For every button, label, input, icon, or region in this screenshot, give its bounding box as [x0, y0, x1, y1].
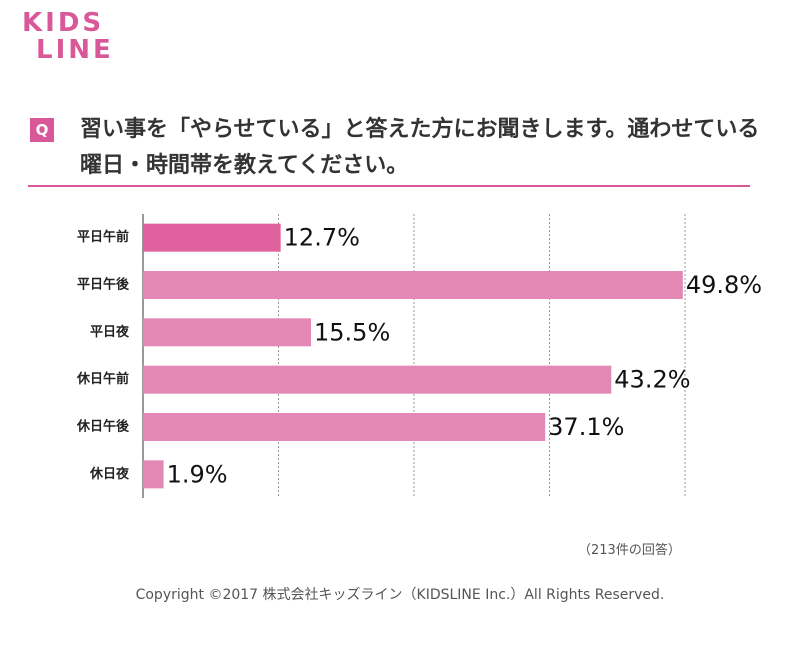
value-label: 15.5%: [314, 318, 390, 346]
y-tick-label: 休日午前: [76, 371, 129, 387]
value-label: 12.7%: [284, 224, 360, 252]
bar: [143, 271, 683, 299]
value-label: 43.2%: [614, 366, 690, 394]
bar: [143, 365, 612, 394]
bar: [143, 460, 164, 489]
logo-line: LINE: [36, 35, 114, 65]
value-label: 49.8%: [686, 271, 762, 299]
y-tick-label: 平日午後: [77, 277, 130, 293]
note: （213件の回答）: [578, 543, 681, 558]
y-tick-label: 休日午後: [76, 419, 130, 435]
value-label: 1.9%: [167, 460, 228, 488]
y-tick-label: 平日午前: [77, 229, 129, 245]
question-badge: Q: [30, 118, 54, 142]
bar: [143, 413, 546, 441]
y-tick-label: 平日夜: [90, 324, 130, 340]
footer: Copyright ©2017 株式会社キッズライン（KIDSLINE Inc.…: [135, 587, 665, 603]
logo-line: KIDS: [22, 8, 105, 38]
bar: [143, 223, 281, 252]
chart-title: 習い事を「やらせている」と答えた方にお聞きします。通わせている曜日・時間帯を教え…: [80, 117, 760, 178]
value-label: 37.1%: [548, 413, 624, 441]
y-tick-label: 休日夜: [89, 466, 130, 482]
logo: KIDS LINE: [22, 10, 114, 64]
bar: [143, 318, 312, 347]
divider: [28, 185, 750, 187]
